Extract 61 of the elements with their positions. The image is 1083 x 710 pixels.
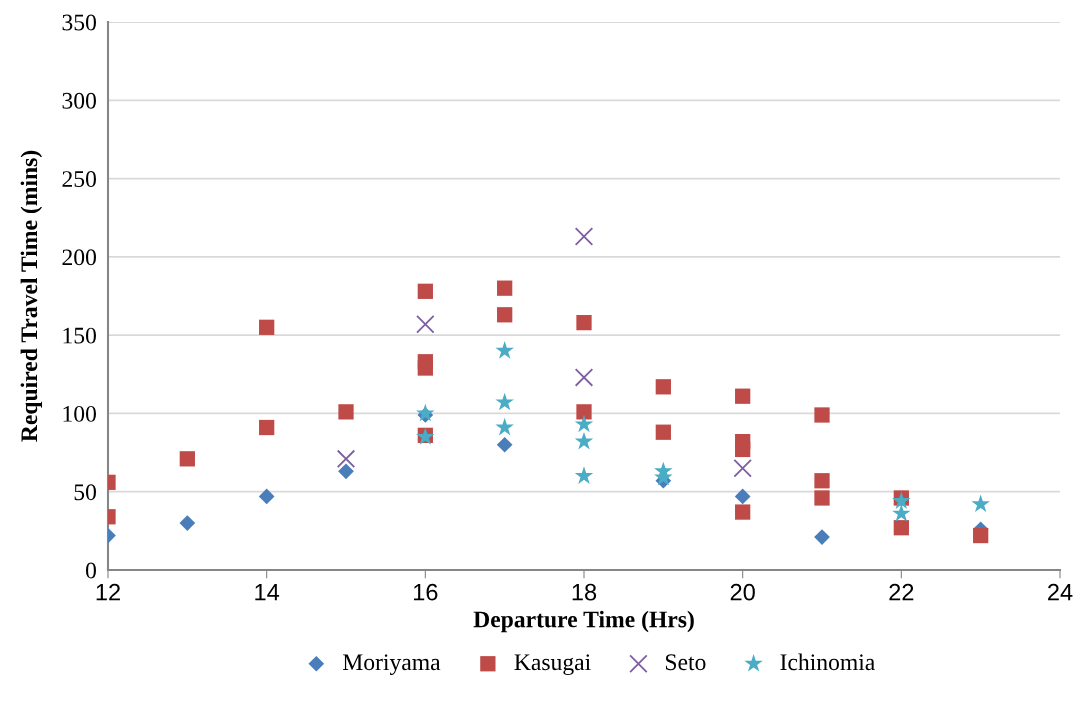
point xyxy=(735,441,751,458)
point xyxy=(574,227,594,246)
x-axis-title: Departure Time (Hrs) xyxy=(473,610,694,633)
point xyxy=(258,488,275,505)
legend-label: Ichinomia xyxy=(780,653,875,671)
point xyxy=(814,473,830,489)
point xyxy=(971,494,990,513)
point xyxy=(495,392,514,411)
x-tick-label: 24 xyxy=(1048,583,1073,601)
point xyxy=(495,417,514,436)
point xyxy=(973,527,989,544)
y-axis-title: Required Travel Time (mins) xyxy=(20,150,43,442)
point xyxy=(574,414,594,433)
y-tick-label: 350 xyxy=(62,14,96,31)
point xyxy=(179,451,195,467)
point xyxy=(574,466,594,484)
x-tick-label: 20 xyxy=(730,583,755,601)
point xyxy=(416,403,435,422)
point xyxy=(814,490,830,506)
x-tick-label: 18 xyxy=(572,583,597,601)
point xyxy=(814,407,830,423)
point xyxy=(416,314,435,334)
point xyxy=(497,280,513,296)
point xyxy=(893,520,909,536)
point xyxy=(735,388,751,404)
legend-label: Seto xyxy=(665,654,706,671)
point xyxy=(576,404,592,420)
y-tick-label: 250 xyxy=(62,171,96,187)
point xyxy=(735,504,751,520)
point xyxy=(574,431,594,450)
x-tick-label: 16 xyxy=(414,583,438,601)
y-tick-label: 100 xyxy=(63,405,96,422)
legend-label: Kasugai xyxy=(514,654,591,676)
point xyxy=(655,424,671,440)
y-tick-label: 150 xyxy=(63,327,96,344)
y-tick-label: 300 xyxy=(62,92,96,109)
point xyxy=(336,449,356,469)
point xyxy=(733,458,752,478)
point xyxy=(179,515,196,531)
x-tick-label: 12 xyxy=(96,583,120,601)
point xyxy=(338,463,354,480)
point xyxy=(497,307,513,323)
point xyxy=(417,360,433,376)
x-tick-label: 14 xyxy=(255,584,280,601)
point xyxy=(655,379,671,395)
point xyxy=(734,488,751,505)
y-tick-label: 200 xyxy=(62,249,96,266)
point xyxy=(259,319,275,335)
point xyxy=(892,503,911,522)
point xyxy=(417,283,433,299)
point xyxy=(814,529,830,545)
point xyxy=(495,341,514,359)
y-tick-label: 50 xyxy=(74,484,96,501)
point xyxy=(576,314,592,331)
y-tick-label: 0 xyxy=(85,562,96,579)
legend-label: Moriyama xyxy=(342,654,441,676)
point xyxy=(496,436,513,453)
point xyxy=(259,419,275,436)
point xyxy=(338,404,354,420)
x-tick-label: 22 xyxy=(889,583,914,601)
point xyxy=(574,368,594,387)
